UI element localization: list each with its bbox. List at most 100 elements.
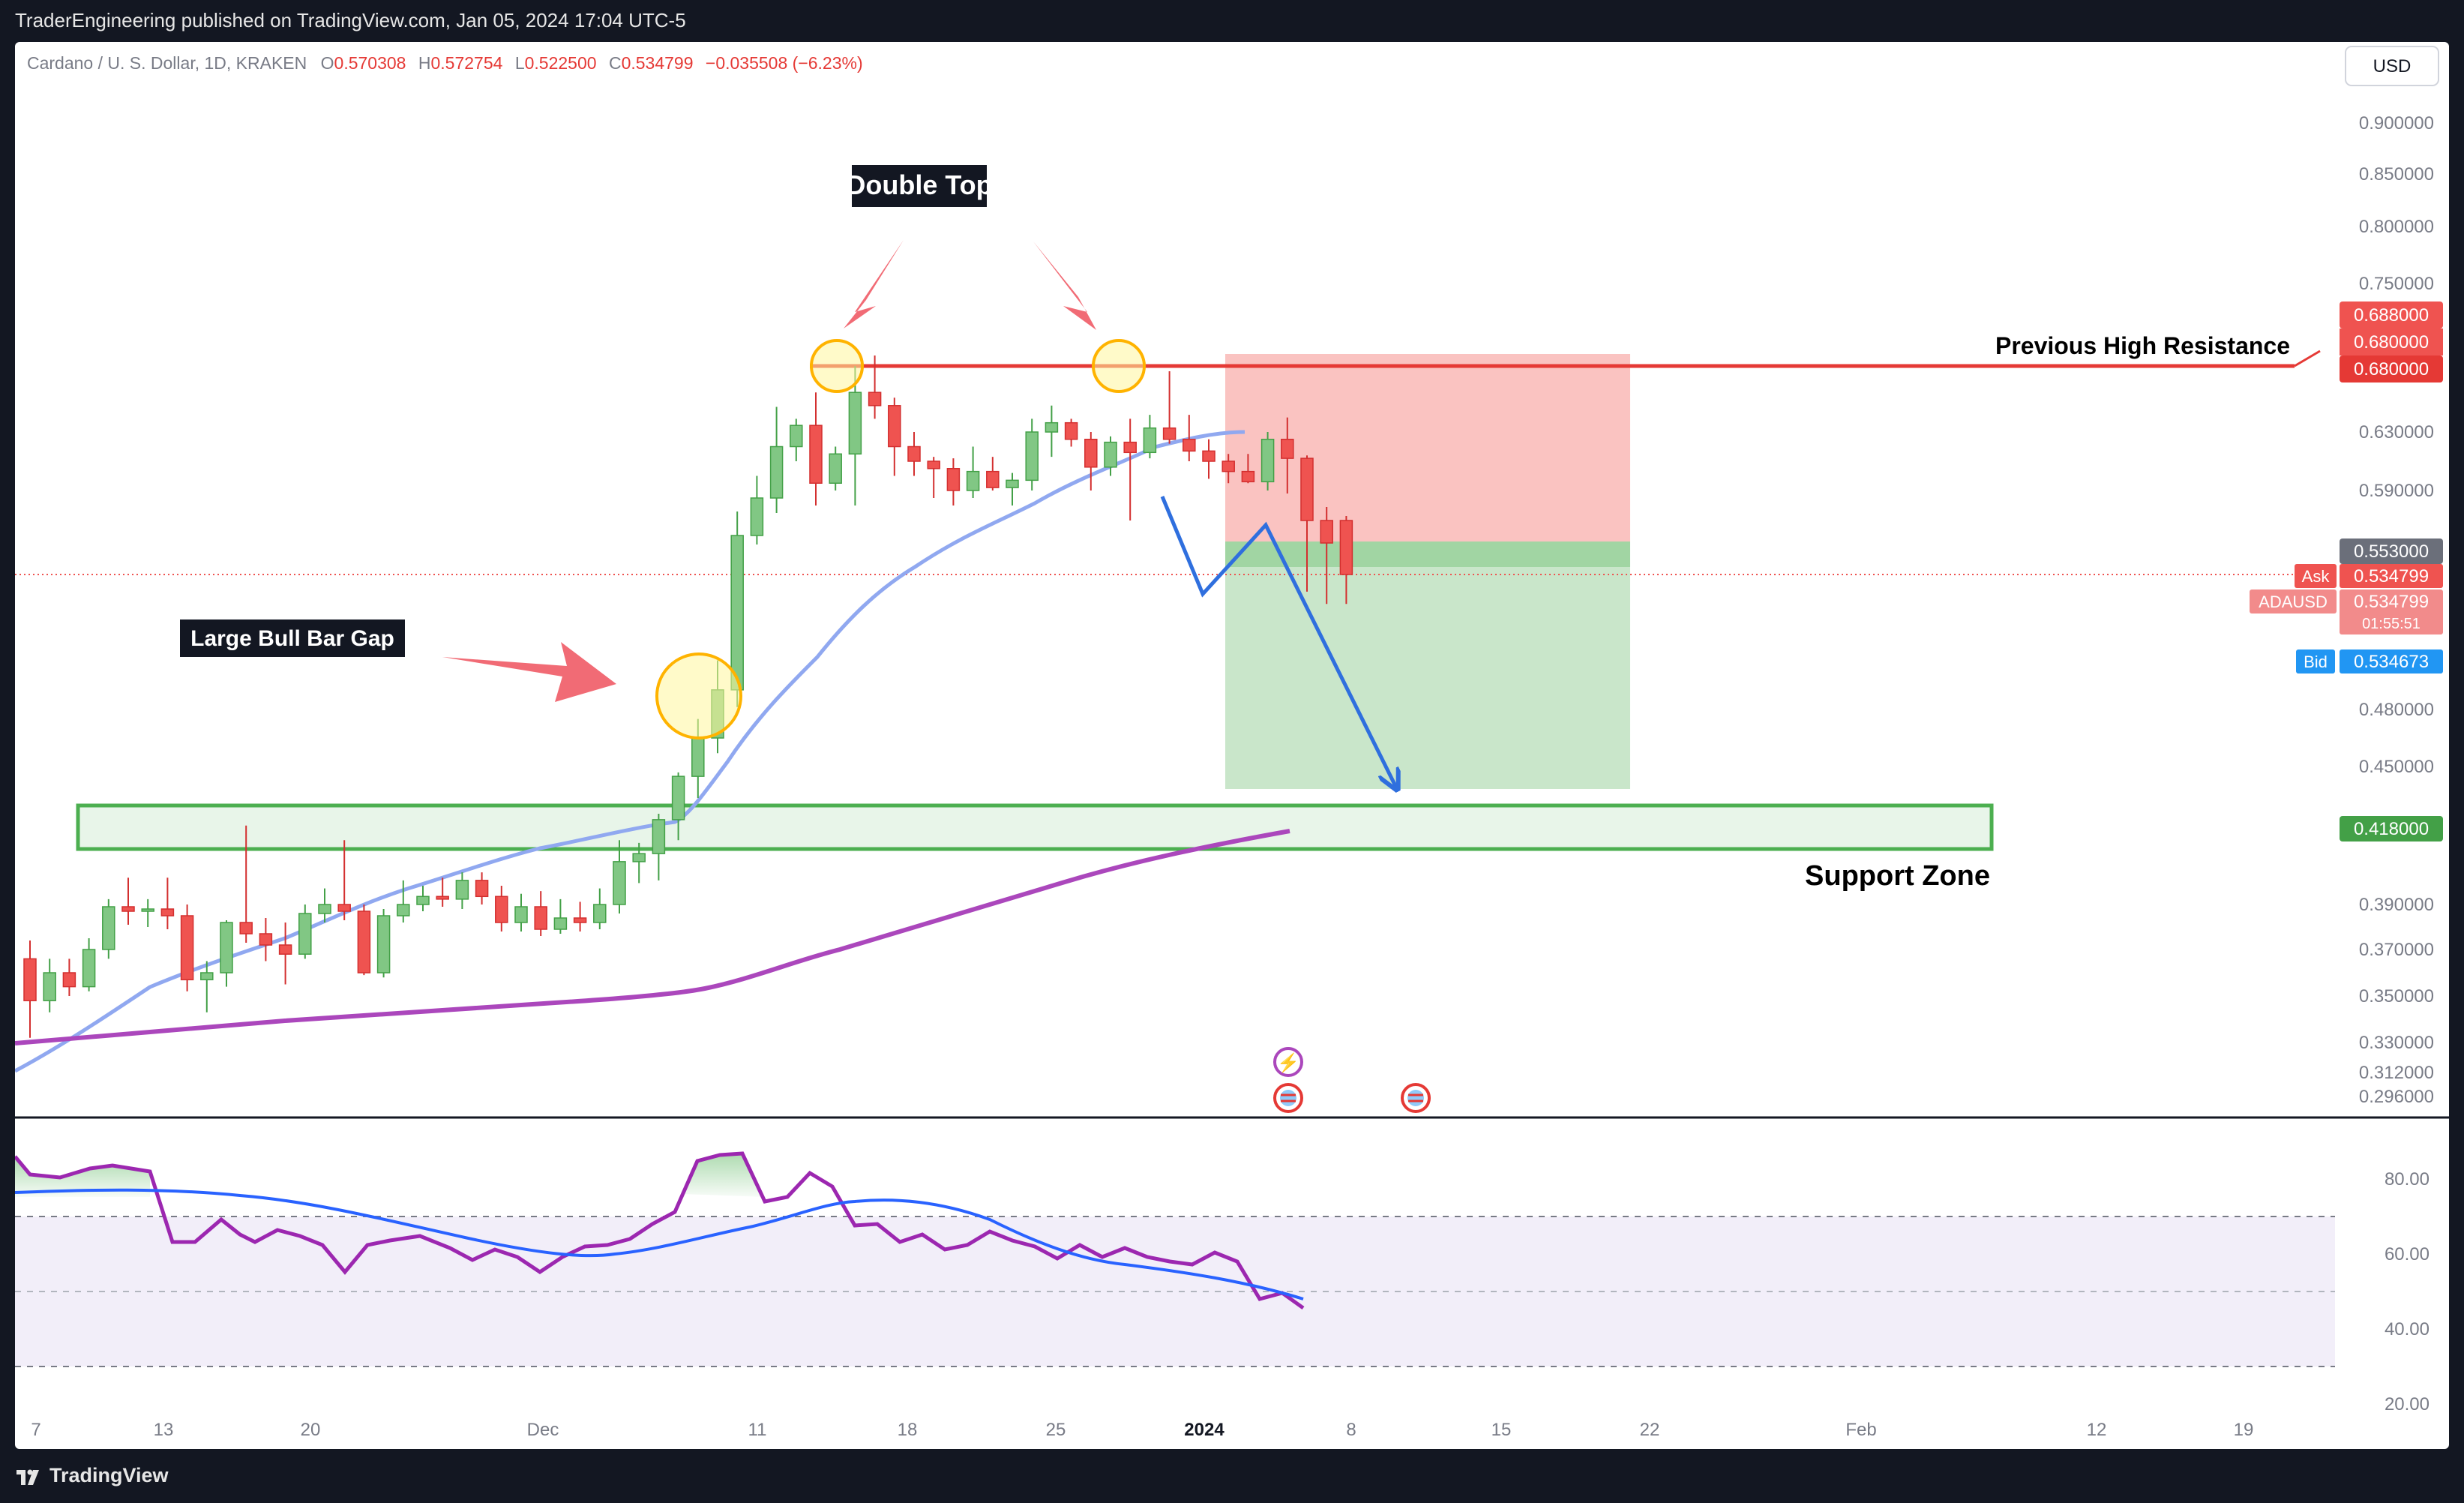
candle[interactable] bbox=[1006, 472, 1019, 506]
candle[interactable] bbox=[613, 840, 626, 914]
ask-tag[interactable]: Ask 0.534799 bbox=[2295, 564, 2443, 588]
candle[interactable] bbox=[1123, 418, 1137, 520]
candle[interactable] bbox=[632, 842, 646, 884]
candle[interactable] bbox=[397, 880, 410, 922]
rsi-axis[interactable]: 80.00 60.00 40.00 20.00 bbox=[2385, 1169, 2430, 1414]
time-tick-label: 12 bbox=[2087, 1420, 2107, 1440]
candle[interactable] bbox=[986, 457, 1000, 490]
candle[interactable] bbox=[239, 825, 253, 943]
candle[interactable] bbox=[868, 356, 882, 419]
support-zone-box[interactable] bbox=[76, 803, 1994, 851]
us-flag-event-icon-2[interactable] bbox=[1401, 1083, 1431, 1113]
candle[interactable] bbox=[1064, 418, 1078, 447]
candle[interactable] bbox=[298, 904, 312, 959]
bid-tag[interactable]: Bid 0.534673 bbox=[2296, 650, 2443, 674]
candle[interactable] bbox=[1183, 415, 1196, 461]
candle[interactable] bbox=[23, 940, 37, 1038]
candle[interactable] bbox=[121, 878, 135, 925]
stop-tags[interactable]: 0.688000 0.680000 0.680000 bbox=[2340, 302, 2443, 382]
rsi-line[interactable] bbox=[15, 1151, 1305, 1310]
candle[interactable] bbox=[436, 878, 449, 907]
price-tick-label: 0.370000 bbox=[2359, 940, 2434, 960]
candle[interactable] bbox=[769, 406, 784, 513]
candle[interactable] bbox=[376, 909, 391, 978]
time-tick-label: Dec bbox=[527, 1420, 559, 1440]
time-axis[interactable]: 7 13 20 Dec 11 18 25 2024 8 15 22 Feb 12 19 bbox=[31, 1420, 2253, 1440]
projection-arrow[interactable] bbox=[1160, 496, 1396, 788]
target-box[interactable] bbox=[1225, 567, 1630, 789]
candle[interactable] bbox=[278, 922, 292, 985]
large-bull-gap-label[interactable]: Large Bull Bar Gap bbox=[180, 620, 405, 657]
candle[interactable] bbox=[907, 432, 921, 476]
candle[interactable] bbox=[416, 886, 430, 911]
lightning-event-icon[interactable]: ⚡ bbox=[1273, 1047, 1303, 1077]
candle[interactable] bbox=[730, 512, 744, 707]
legend-symbol: Cardano / U. S. Dollar, 1D, KRAKEN bbox=[27, 53, 307, 73]
candle[interactable] bbox=[1104, 436, 1117, 476]
candle[interactable] bbox=[259, 918, 273, 962]
candle[interactable] bbox=[829, 446, 842, 491]
candle[interactable] bbox=[102, 898, 115, 959]
candle[interactable] bbox=[495, 886, 508, 932]
candle[interactable] bbox=[1339, 516, 1353, 604]
previous-high-text[interactable]: Previous High Resistance bbox=[1995, 332, 2290, 359]
rsi-tick-label: 20.00 bbox=[2385, 1394, 2430, 1414]
candle[interactable] bbox=[514, 893, 528, 932]
candle[interactable] bbox=[160, 878, 175, 929]
candle[interactable] bbox=[790, 418, 803, 461]
ohlc-legend[interactable]: Cardano / U. S. Dollar, 1D, KRAKEN O0.57… bbox=[27, 53, 863, 73]
slow-moving-average[interactable] bbox=[15, 829, 1290, 1046]
chart-svg[interactable]: Double Top Large Bull Bar Gap Previous H… bbox=[15, 42, 2449, 1449]
candle[interactable] bbox=[1241, 454, 1255, 484]
candle[interactable] bbox=[1045, 405, 1059, 458]
candle[interactable] bbox=[1260, 432, 1275, 490]
price-axis[interactable]: 0.900000 0.850000 0.800000 0.750000 0.630000… bbox=[2359, 113, 2434, 1107]
candle[interactable] bbox=[141, 898, 154, 927]
double-top-label[interactable]: Double Top bbox=[846, 165, 993, 207]
candle[interactable] bbox=[848, 366, 862, 506]
top-circle-1 bbox=[810, 339, 864, 393]
candle[interactable] bbox=[1300, 455, 1314, 592]
symbol-tag[interactable]: ADAUSD 0.534799 01:55:51 bbox=[2250, 590, 2443, 634]
target-tag[interactable]: 0.418000 bbox=[2340, 816, 2443, 842]
candle[interactable] bbox=[1143, 415, 1157, 459]
candle[interactable] bbox=[318, 888, 331, 922]
support-zone-text[interactable]: Support Zone bbox=[1805, 860, 1990, 892]
candle[interactable] bbox=[809, 392, 823, 506]
candle[interactable] bbox=[455, 872, 469, 909]
candle[interactable] bbox=[43, 958, 56, 1012]
us-flag-event-icon-1[interactable] bbox=[1273, 1083, 1303, 1113]
candle[interactable] bbox=[573, 902, 587, 932]
candle[interactable] bbox=[593, 888, 607, 929]
currency-button[interactable]: USD bbox=[2345, 46, 2439, 86]
candle[interactable] bbox=[1202, 439, 1216, 479]
candle[interactable] bbox=[357, 904, 371, 976]
candle[interactable] bbox=[1025, 418, 1039, 490]
candle[interactable] bbox=[927, 457, 940, 498]
candle[interactable] bbox=[534, 891, 547, 936]
candle[interactable] bbox=[1162, 371, 1177, 444]
candle[interactable] bbox=[750, 476, 764, 545]
entry-box[interactable] bbox=[1225, 542, 1630, 567]
candle[interactable] bbox=[652, 814, 666, 880]
candle[interactable] bbox=[337, 840, 351, 920]
candle[interactable] bbox=[82, 938, 96, 992]
candle[interactable] bbox=[200, 961, 214, 1012]
candle[interactable] bbox=[691, 718, 705, 798]
candle[interactable] bbox=[553, 898, 568, 934]
candle[interactable] bbox=[220, 920, 233, 987]
candle[interactable] bbox=[180, 904, 194, 992]
candle[interactable] bbox=[475, 872, 489, 904]
fast-moving-average[interactable] bbox=[15, 430, 1245, 1073]
candle[interactable] bbox=[1084, 432, 1098, 490]
candle[interactable] bbox=[671, 772, 685, 841]
candle[interactable] bbox=[1222, 454, 1235, 484]
candle[interactable] bbox=[946, 458, 961, 506]
candle[interactable] bbox=[966, 446, 980, 499]
entry-tag[interactable]: 0.553000 bbox=[2340, 538, 2443, 564]
rsi-moving-average[interactable] bbox=[15, 1188, 1304, 1300]
candle[interactable] bbox=[62, 958, 76, 996]
candle[interactable] bbox=[1320, 507, 1333, 604]
candle[interactable] bbox=[888, 398, 901, 476]
candle[interactable] bbox=[1281, 417, 1294, 494]
